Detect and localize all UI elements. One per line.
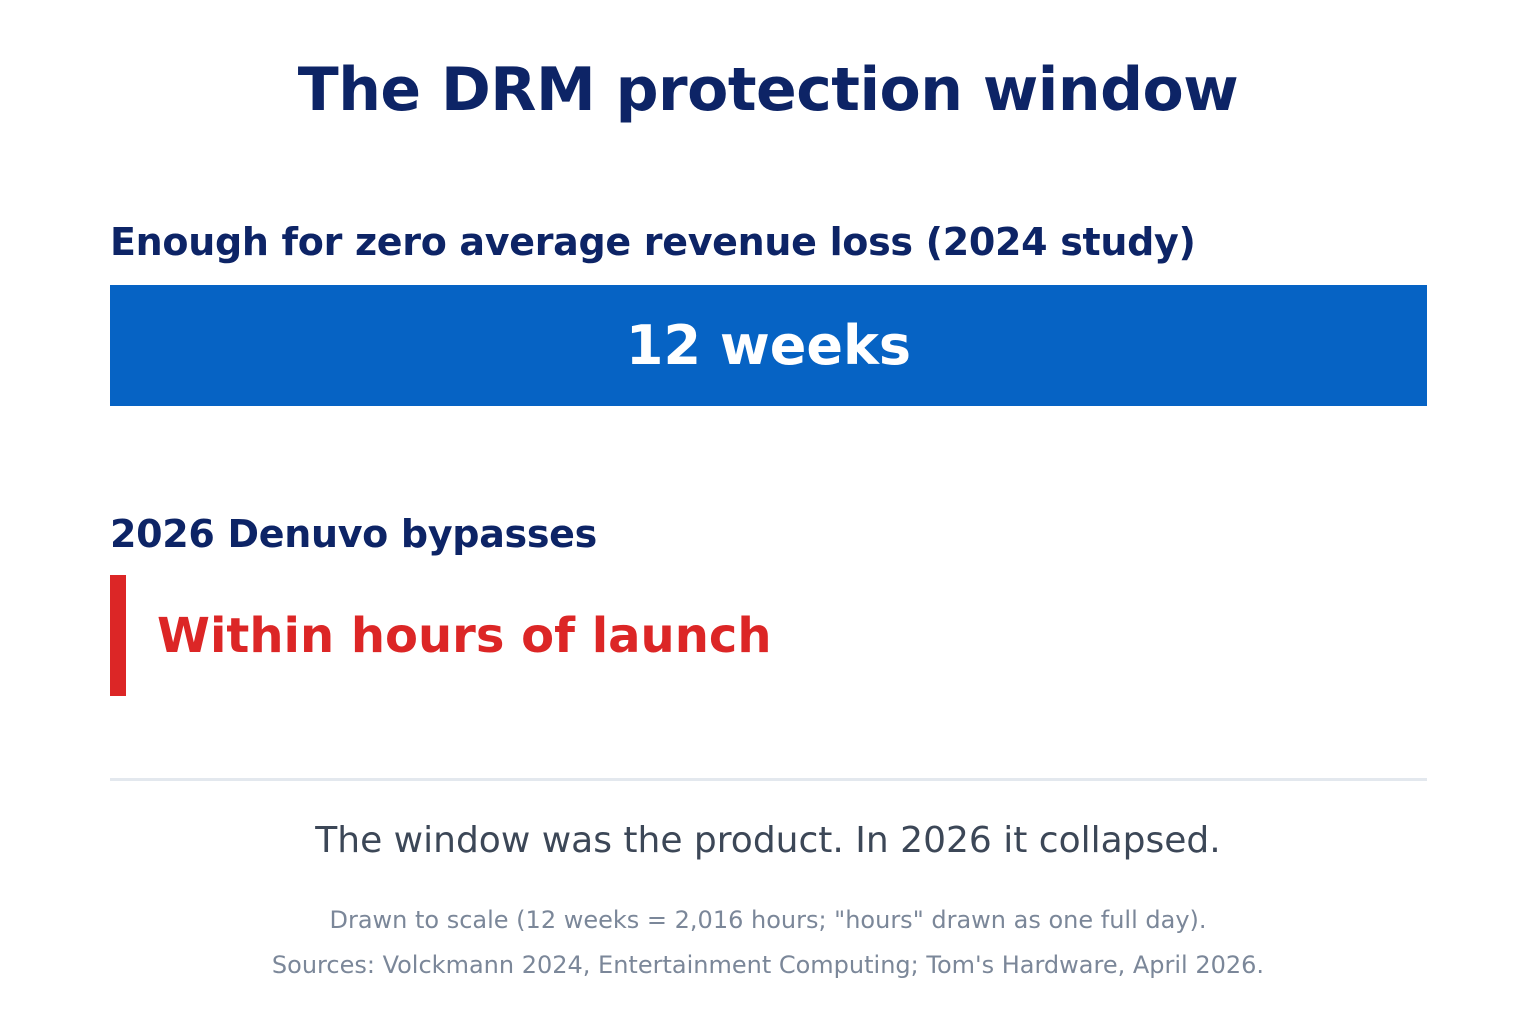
bar-12-weeks: 12 weeks — [110, 285, 1427, 406]
category-label-12-weeks: Enough for zero average revenue loss (20… — [110, 220, 1196, 264]
value-label-12-weeks: 12 weeks — [625, 314, 912, 377]
value-label-hours: Within hours of launch — [157, 607, 772, 664]
chart-title: The DRM protection window — [297, 55, 1239, 125]
footnote-sources: Sources: Volckmann 2024, Entertainment C… — [271, 951, 1265, 979]
category-label-denuvo: 2026 Denuvo bypasses — [110, 512, 597, 556]
bar-hours — [110, 575, 126, 696]
tagline: The window was the product. In 2026 it c… — [315, 820, 1221, 861]
footnote-scale: Drawn to scale (12 weeks = 2,016 hours; … — [329, 906, 1207, 934]
divider — [110, 778, 1427, 781]
